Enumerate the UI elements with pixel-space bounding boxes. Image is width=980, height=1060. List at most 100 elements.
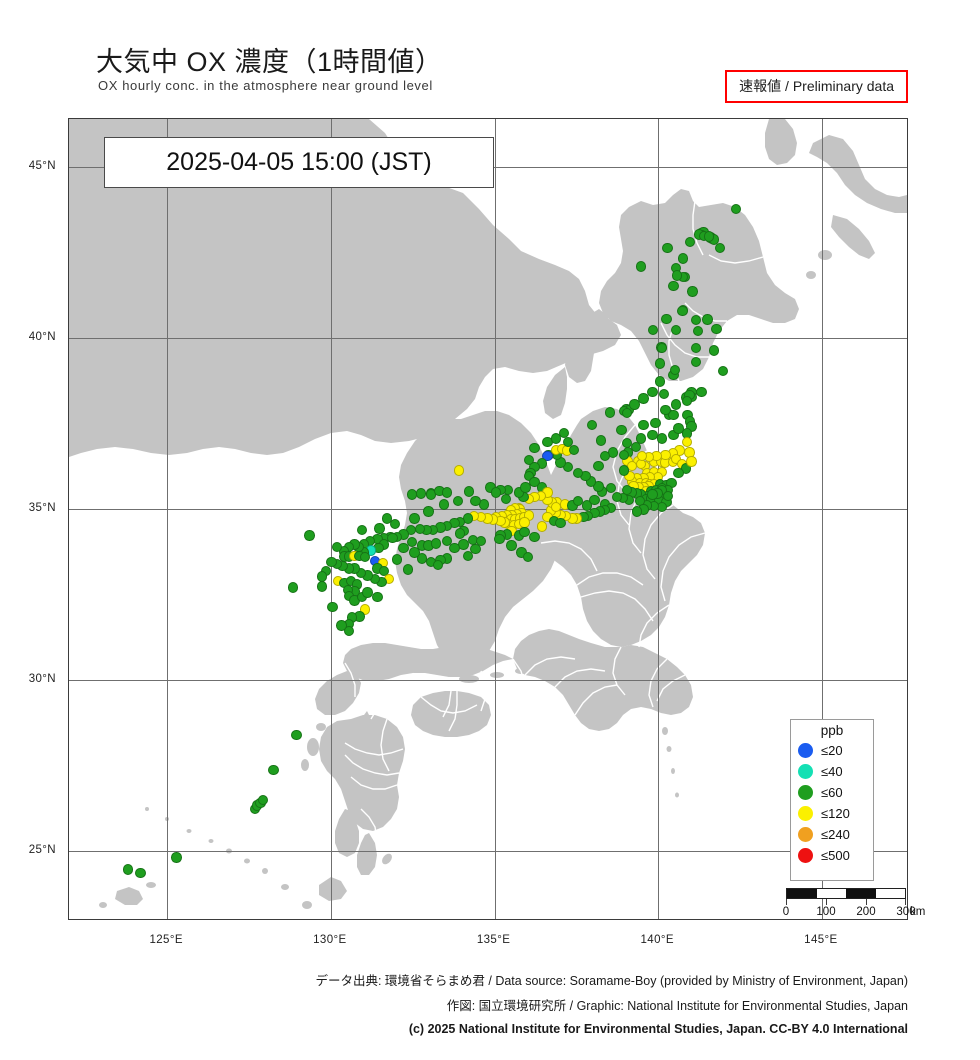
scale-bar-label: 200 <box>856 906 876 918</box>
axis-tick <box>907 235 908 236</box>
axis-tick <box>68 645 69 646</box>
data-point <box>562 436 574 448</box>
data-point <box>389 518 400 530</box>
map-plot-area[interactable] <box>68 118 908 920</box>
axis-tick <box>68 714 69 715</box>
legend-row: ≤500 <box>791 845 873 866</box>
data-point <box>452 496 464 507</box>
data-point <box>647 386 658 397</box>
axis-tick <box>265 919 266 920</box>
data-point <box>433 559 444 571</box>
axis-tick <box>68 611 69 612</box>
axis-tick <box>887 118 888 119</box>
gridline-longitude <box>167 119 169 919</box>
data-point <box>714 243 725 254</box>
data-point <box>555 517 566 529</box>
data-point <box>658 389 670 400</box>
data-point <box>662 490 674 501</box>
axis-tick <box>907 611 908 612</box>
data-point <box>635 261 647 272</box>
axis-tick <box>331 118 332 119</box>
data-point <box>441 487 453 498</box>
legend-label: ≤240 <box>821 827 850 842</box>
data-point <box>593 460 604 472</box>
axis-tick <box>907 269 908 270</box>
axis-tick <box>364 919 365 920</box>
axis-tick <box>265 118 266 119</box>
data-point <box>529 442 540 454</box>
axis-tick <box>233 118 234 119</box>
axis-tick <box>462 919 463 920</box>
data-point <box>522 552 534 563</box>
axis-tick <box>396 118 397 119</box>
data-point <box>636 450 648 461</box>
gridline-longitude <box>330 119 332 919</box>
data-point-layer <box>69 119 907 919</box>
data-point <box>647 430 658 441</box>
data-point <box>331 541 342 553</box>
scale-bar-ticks <box>786 899 906 905</box>
gridline-longitude <box>821 119 823 919</box>
axis-tick <box>907 406 908 407</box>
data-point <box>500 493 512 505</box>
legend-label: ≤500 <box>821 848 850 863</box>
data-point <box>378 565 390 577</box>
axis-tick <box>134 118 135 119</box>
axis-tick <box>625 118 626 119</box>
legend-label: ≤20 <box>821 743 843 758</box>
axis-tick <box>396 919 397 920</box>
data-point <box>398 542 409 554</box>
axis-tick <box>855 118 856 119</box>
data-point <box>670 365 681 376</box>
data-point <box>360 604 371 615</box>
legend-row: ≤20 <box>791 740 873 761</box>
data-point <box>316 581 327 592</box>
axis-tick <box>102 118 103 119</box>
data-point <box>406 489 418 500</box>
scale-bar-unit: km <box>910 906 926 918</box>
gridline-latitude <box>69 337 907 339</box>
data-point <box>416 553 428 564</box>
legend-row: ≤120 <box>791 803 873 824</box>
axis-tick <box>68 201 69 202</box>
data-point <box>656 342 668 354</box>
axis-tick <box>907 748 908 749</box>
data-point <box>520 482 531 493</box>
scale-segment <box>816 889 846 898</box>
data-point <box>529 531 540 542</box>
scale-bar-tick <box>786 899 787 905</box>
data-point <box>650 418 661 429</box>
data-point <box>529 476 540 488</box>
axis-tick <box>233 919 234 920</box>
data-point <box>690 356 702 367</box>
data-point <box>581 500 593 511</box>
data-point <box>717 366 729 377</box>
axis-tick <box>907 645 908 646</box>
footer-graphic-credit: 作図: 国立環境研究所 / Graphic: National Institut… <box>446 999 908 1013</box>
data-point <box>462 550 473 562</box>
axis-tick <box>907 782 908 783</box>
axis-tick <box>724 118 725 119</box>
data-point <box>599 450 611 461</box>
data-point <box>624 471 635 482</box>
data-point <box>621 437 633 449</box>
data-point <box>550 433 562 444</box>
legend-row: ≤40 <box>791 761 873 782</box>
data-point <box>703 231 715 242</box>
data-point <box>631 506 643 517</box>
scale-segment <box>846 889 876 898</box>
data-point <box>494 533 505 545</box>
scale-bar-labels: km 0 100 200 300 <box>783 906 926 921</box>
data-point <box>523 471 535 482</box>
axis-tick <box>560 919 561 920</box>
latitude-axis: 45°N 40°N 35°N 30°N 25°N <box>0 118 56 920</box>
axis-tick <box>907 714 908 715</box>
axis-tick <box>907 372 908 373</box>
data-point <box>585 476 597 487</box>
axis-tick <box>298 919 299 920</box>
latitude-tick-label: 40°N <box>28 330 56 343</box>
data-point <box>654 358 666 369</box>
data-point <box>356 524 368 536</box>
axis-tick <box>907 816 908 817</box>
axis-tick <box>593 919 594 920</box>
